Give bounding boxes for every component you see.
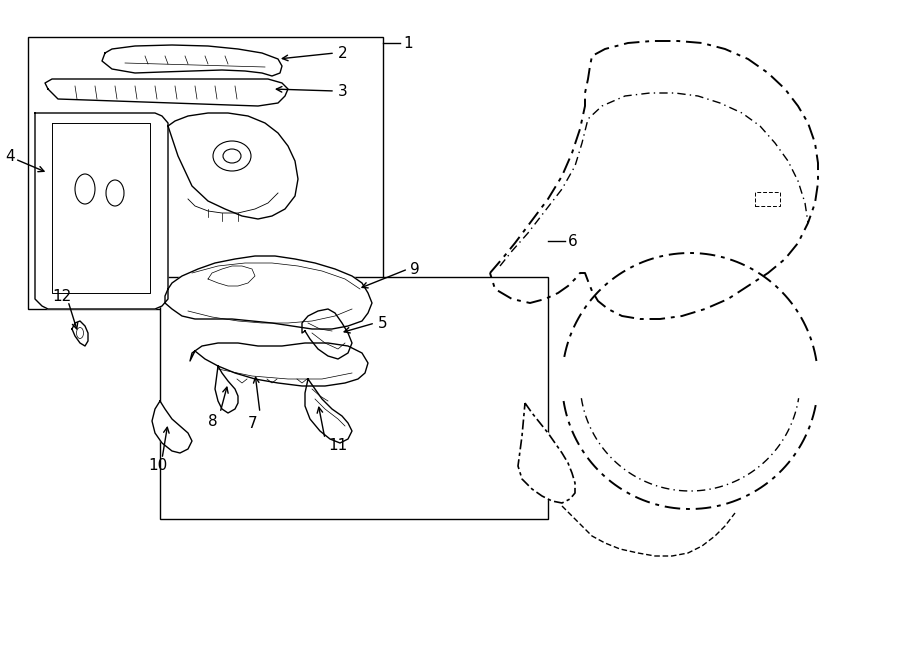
Text: 12: 12	[52, 288, 71, 303]
Text: 7: 7	[248, 416, 257, 430]
Polygon shape	[168, 113, 298, 219]
Text: 10: 10	[148, 459, 167, 473]
Polygon shape	[102, 45, 282, 76]
Text: 6: 6	[568, 233, 578, 249]
Bar	[160, 277, 548, 519]
Polygon shape	[45, 79, 288, 106]
Polygon shape	[165, 256, 372, 329]
Text: 11: 11	[328, 438, 347, 453]
Text: 5: 5	[378, 315, 388, 330]
Polygon shape	[302, 309, 352, 359]
Polygon shape	[152, 401, 192, 453]
Text: 9: 9	[410, 262, 419, 276]
Text: 8: 8	[208, 414, 218, 428]
Polygon shape	[35, 113, 168, 309]
Polygon shape	[190, 343, 368, 386]
Text: 4: 4	[5, 149, 14, 163]
Text: 1: 1	[403, 36, 412, 50]
Polygon shape	[305, 379, 352, 443]
Polygon shape	[208, 266, 255, 286]
Text: 3: 3	[338, 83, 347, 98]
Bar	[28, 37, 383, 309]
Text: 2: 2	[338, 46, 347, 61]
Polygon shape	[215, 366, 238, 413]
Polygon shape	[72, 321, 88, 346]
Polygon shape	[518, 403, 575, 503]
Bar	[755, 192, 780, 206]
